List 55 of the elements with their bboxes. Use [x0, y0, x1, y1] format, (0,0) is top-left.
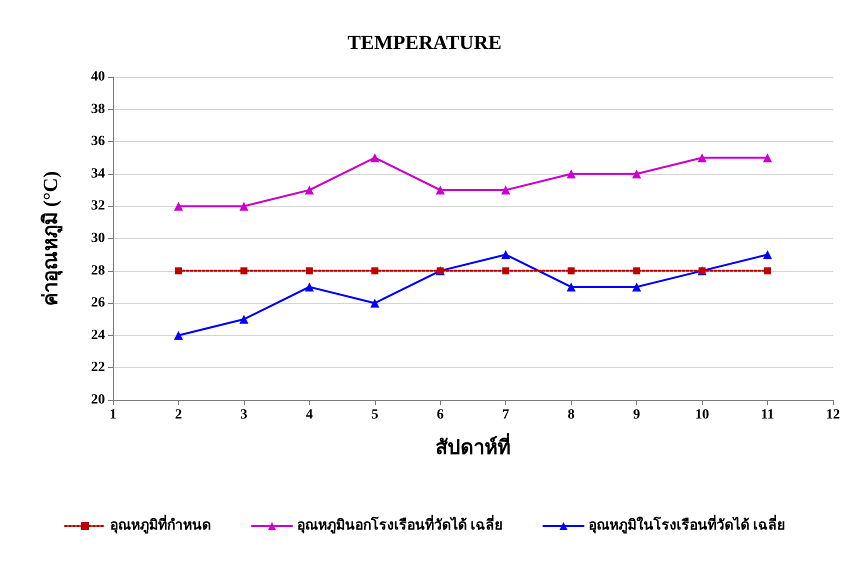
x-tick-label: 6: [436, 408, 444, 422]
y-tick-label: 28: [91, 263, 105, 278]
point: [632, 282, 642, 292]
point: [501, 186, 510, 195]
point: [436, 186, 445, 195]
x-tick-label: 10: [695, 408, 710, 422]
point: [501, 250, 510, 260]
y-tick-label: 32: [91, 198, 105, 214]
point: [370, 298, 380, 308]
x-tick-label: 3: [240, 408, 248, 422]
x-tick-label: 2: [174, 408, 182, 422]
x-tick-label: 7: [502, 408, 510, 422]
legend-label: อุณหภูมินอกโรงเรือนที่วัดได้ เฉลี่ย: [297, 514, 502, 534]
y-tick-label: 24: [91, 328, 105, 343]
legend-label: อุณหภูมิที่กำหนด: [110, 514, 211, 534]
point: [304, 282, 314, 292]
point: [174, 267, 182, 274]
point: [566, 169, 576, 178]
point: [240, 267, 248, 274]
point: [502, 267, 510, 274]
y-tick-label: 20: [91, 392, 105, 408]
point: [566, 282, 576, 292]
legend-label: อุณหภูมิในโรงเรือนที่วัดได้ เฉลี่ย: [588, 514, 785, 534]
y-tick-label: 38: [91, 102, 105, 117]
y-axis-title: ค่าอุณหภูมิ (°C): [40, 171, 64, 306]
point: [239, 202, 248, 211]
x-tick-label: 8: [568, 408, 575, 422]
point: [763, 153, 772, 162]
x-axis-title: สัปดาห์ที่: [436, 432, 510, 459]
point: [763, 250, 772, 260]
y-tick-label: 40: [91, 70, 105, 84]
point: [764, 267, 772, 274]
point: [174, 202, 183, 211]
point: [568, 267, 575, 274]
x-tick-label: 11: [760, 408, 774, 422]
point: [632, 169, 642, 178]
point: [306, 267, 313, 274]
point: [239, 314, 248, 324]
y-tick-label: 26: [91, 296, 105, 311]
x-tick-label: 1: [110, 408, 116, 422]
point: [633, 267, 640, 274]
y-tick-label: 30: [91, 231, 105, 246]
point: [174, 330, 183, 340]
y-tick-label: 34: [91, 166, 105, 182]
y-tick-label: 36: [91, 134, 105, 150]
x-tick-label: 5: [371, 408, 378, 422]
y-tick-label: 22: [91, 360, 105, 376]
x-tick-label: 9: [633, 408, 640, 422]
point: [304, 186, 314, 195]
point: [370, 153, 380, 162]
chart-title: TEMPERATURE: [347, 32, 502, 54]
x-tick-label: 4: [306, 408, 313, 422]
x-tick-label: 12: [826, 408, 840, 422]
point: [371, 267, 378, 274]
point: [698, 153, 707, 162]
